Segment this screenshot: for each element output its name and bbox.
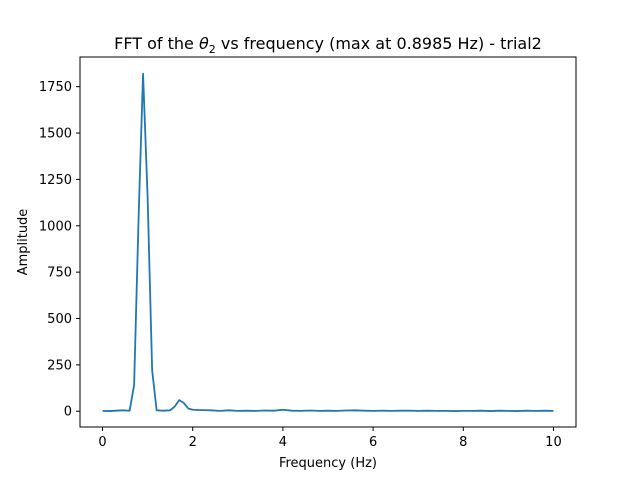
x-tick-label: 8	[459, 435, 467, 450]
x-tick-label: 6	[369, 435, 377, 450]
chart-title-prefix: FFT of the	[114, 34, 199, 53]
series-line	[102, 72, 554, 412]
x-tick-label: 4	[279, 435, 287, 450]
y-tick-label: 1750	[39, 80, 72, 95]
chart-title-symbol: θ	[199, 34, 209, 53]
y-tick-label: 750	[47, 266, 72, 281]
chart-title-subscript: 2	[209, 43, 216, 56]
y-tick-label: 1000	[39, 219, 72, 234]
x-tick-label: 2	[189, 435, 197, 450]
x-tick-label: 10	[545, 435, 562, 450]
x-tick-label: 0	[98, 435, 106, 450]
plot-area	[80, 57, 576, 427]
y-tick-label: 500	[47, 312, 72, 327]
y-tick-label: 0	[64, 405, 72, 420]
x-axis-ticks: 0 2 4 6 8 10	[98, 427, 562, 450]
chart-title-suffix: vs frequency (max at 0.8985 Hz) - trial2	[216, 34, 542, 53]
y-tick-label: 1500	[39, 127, 72, 142]
x-axis-label: Frequency (Hz)	[279, 456, 377, 471]
y-tick-label: 1250	[39, 173, 72, 188]
series-layer	[102, 72, 554, 412]
y-tick-label: 250	[47, 358, 72, 373]
plot-frame	[79, 56, 577, 428]
y-axis-label: Amplitude	[16, 209, 31, 276]
chart-title: FFT of the θ2 vs frequency (max at 0.898…	[114, 34, 542, 56]
y-axis-ticks: 0 250 500 750 1000 1250 1500 1750	[39, 80, 80, 420]
